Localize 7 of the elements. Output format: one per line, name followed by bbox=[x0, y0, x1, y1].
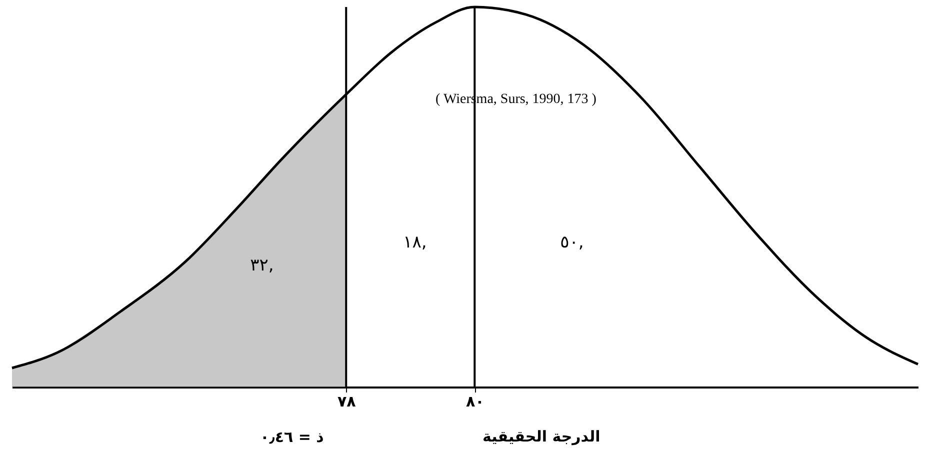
annotation: ٥٠, bbox=[560, 232, 584, 253]
x-tick-label: ٨٠ bbox=[466, 392, 484, 410]
text: ذ = ٠٫٤٦ bbox=[260, 428, 324, 446]
annotation: ٣٢, bbox=[250, 255, 274, 276]
x-tick-label: ٧٨ bbox=[337, 392, 356, 410]
annotation: ١٨, bbox=[403, 232, 427, 253]
x-axis-title: الدرجة الحقيقية bbox=[482, 428, 600, 446]
